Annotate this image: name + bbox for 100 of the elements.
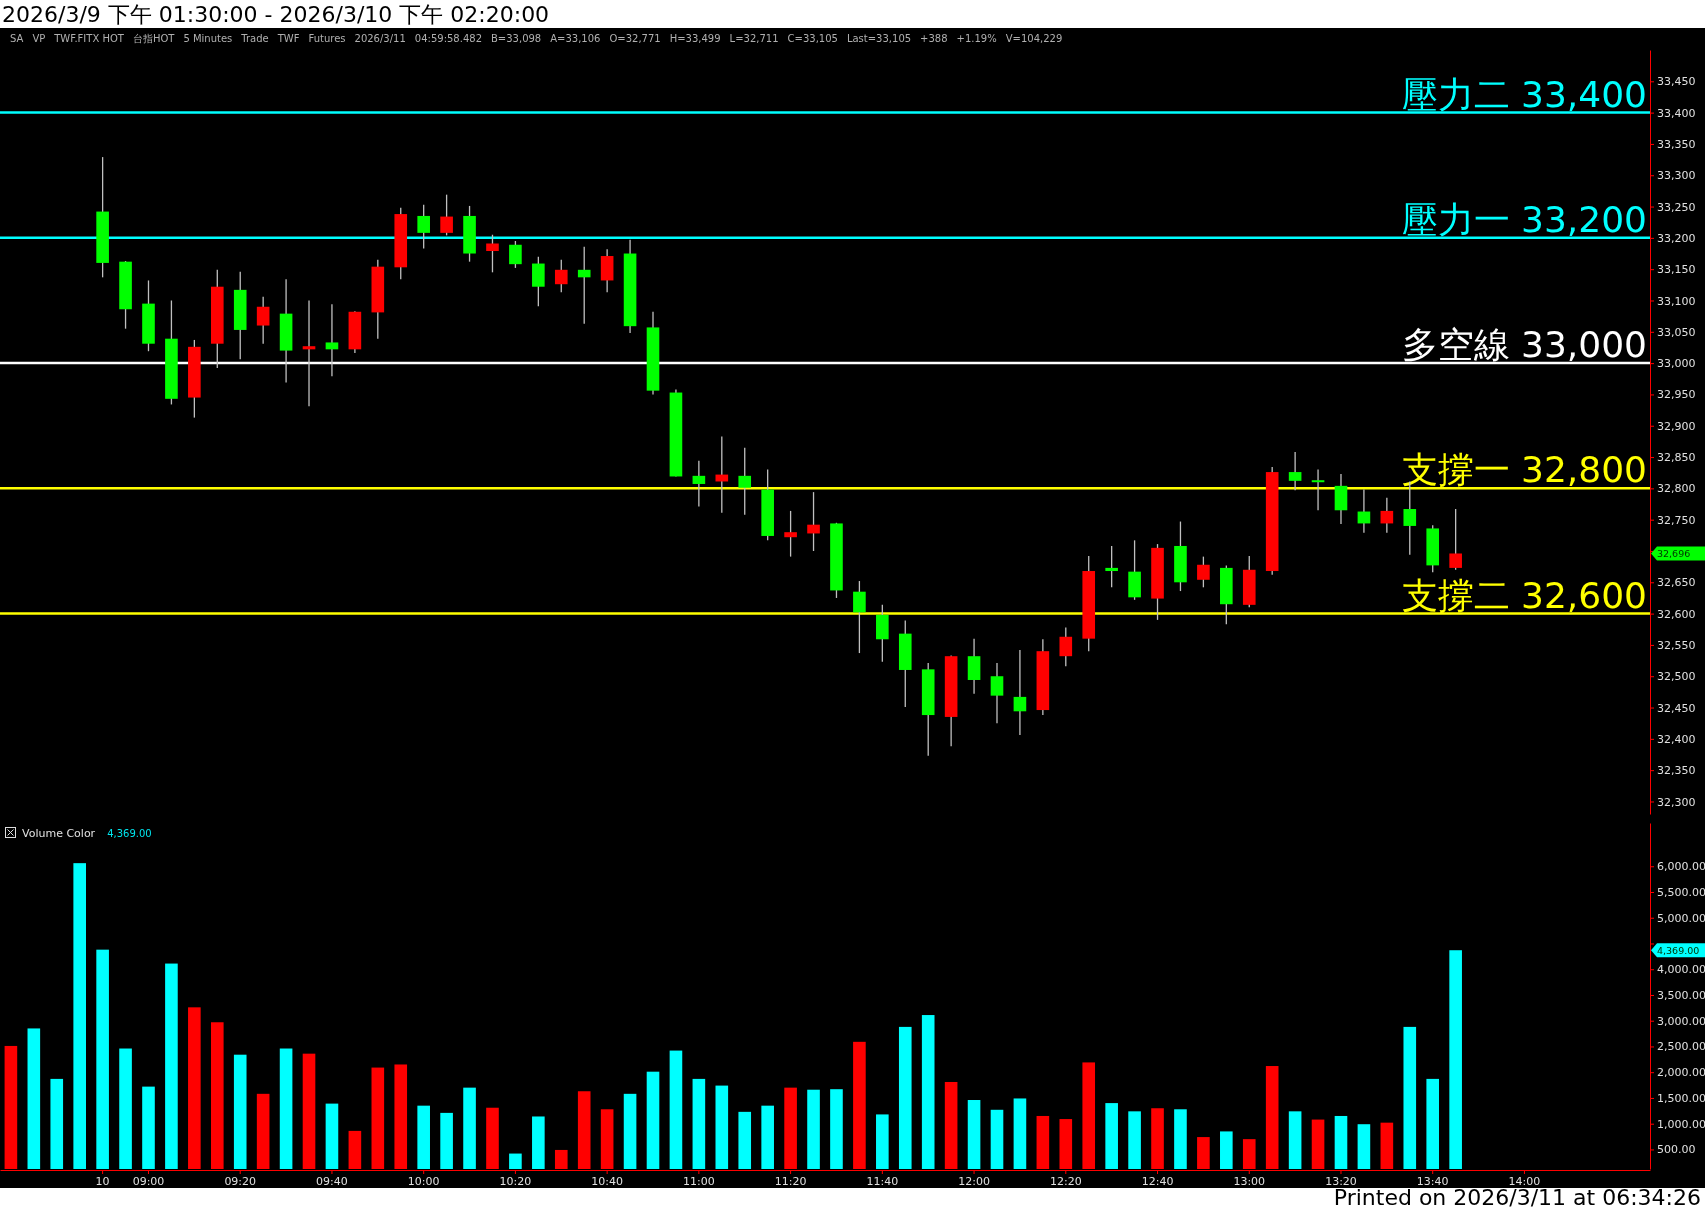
x-tick-label: 13:20 <box>1325 1174 1357 1188</box>
y-tick-label: 32,750 <box>1657 513 1696 527</box>
candlestick <box>417 204 430 250</box>
text: VP <box>32 33 46 44</box>
text: H=33,499 <box>669 33 721 44</box>
y-tick-label: 32,550 <box>1657 638 1696 652</box>
candlestick <box>807 491 820 552</box>
text: SA <box>10 33 24 44</box>
y-tick-label: 33,400 <box>1657 106 1696 120</box>
y-tick-label: 33,350 <box>1657 137 1696 151</box>
x-tick-label: 09:00 <box>132 1174 165 1188</box>
ref-line-label: 支撐一 32,800 <box>1401 449 1647 491</box>
candlestick <box>1288 451 1302 491</box>
y-tick-label: 500.00 <box>1657 1143 1696 1157</box>
x-tick-label: 09:40 <box>316 1174 348 1188</box>
candlestick <box>1380 497 1394 534</box>
y-tick-label: 32,450 <box>1657 701 1696 715</box>
x-tick-label: 14:00 <box>1508 1174 1541 1188</box>
x-tick-label: 10:20 <box>499 1174 532 1188</box>
chart-title: 2026/3/9 下午 01:30:00 - 2026/3/10 下午 02:20:00 <box>2 2 550 27</box>
y-tick-label: 33,250 <box>1657 200 1696 214</box>
y-tick-label: 2,000.00 <box>1657 1066 1705 1080</box>
text: 5 Minutes <box>183 33 233 44</box>
candlestick <box>967 638 981 695</box>
text: Futures <box>308 33 346 44</box>
y-tick-label: 3,000.00 <box>1657 1014 1705 1028</box>
text: L=32,711 <box>729 33 779 44</box>
y-tick-label: 6,000.00 <box>1657 860 1705 874</box>
y-tick-label: 33,100 <box>1657 294 1696 308</box>
text: +388 <box>920 33 948 44</box>
y-tick-label: 33,300 <box>1657 169 1696 183</box>
text: Trade <box>240 33 269 44</box>
x-tick-label: 13:00 <box>1233 1174 1266 1188</box>
ref-line-label: 壓力一 33,200 <box>1401 198 1647 240</box>
y-tick-label: 5,500.00 <box>1657 886 1705 900</box>
text: V=104,229 <box>1005 33 1063 44</box>
candlestick <box>440 194 453 237</box>
text: B=33,098 <box>491 33 542 44</box>
x-tick-label: 10:00 <box>407 1174 440 1188</box>
text: TWF.FITX HOT <box>53 33 125 44</box>
y-tick-label: 32,650 <box>1657 576 1696 590</box>
x-tick-label: 09:20 <box>224 1174 257 1188</box>
candlestick <box>738 447 752 516</box>
candlestick <box>784 510 797 558</box>
candlestick <box>1013 649 1027 736</box>
text: Printed on 2026/3/11 at 06:34:26 <box>1333 1185 1701 1210</box>
candlestick <box>554 259 568 293</box>
chart-title: Volume Color <box>22 827 96 840</box>
y-tick-label: 33,000 <box>1657 357 1696 371</box>
y-tick-label: 3,500.00 <box>1657 988 1705 1002</box>
x-tick-label: 12:00 <box>958 1174 990 1188</box>
y-tick-label: 33,200 <box>1657 231 1696 245</box>
text: +1.19% <box>956 33 997 44</box>
candlestick <box>1449 508 1462 571</box>
ref-line-label: 多空線 33,000 <box>1401 324 1647 366</box>
candlestick <box>256 296 270 345</box>
text: A=33,106 <box>550 33 601 44</box>
text: 4,369.00 <box>1657 944 1700 956</box>
text: C=33,105 <box>787 33 838 44</box>
x-tick-label: 13:40 <box>1416 1174 1449 1188</box>
x-tick-label: 11:40 <box>866 1174 899 1188</box>
text: Last=33,105 <box>846 33 912 44</box>
text: O=32,771 <box>609 33 661 44</box>
candlestick <box>1197 555 1210 588</box>
candlestick <box>532 256 545 307</box>
y-tick-label: 33,050 <box>1657 325 1696 339</box>
y-tick-label: 1,000.00 <box>1657 1117 1705 1131</box>
y-tick-label: 33,450 <box>1657 75 1696 89</box>
x-tick-label: 12:20 <box>1049 1174 1082 1188</box>
text: 台指HOT <box>132 33 176 44</box>
candlestick <box>1105 545 1118 588</box>
text: 2026/3/11 <box>354 33 406 44</box>
text: 04:59:58.482 <box>414 33 482 44</box>
y-tick-label: 1,500.00 <box>1657 1091 1705 1105</box>
x-tick-label: 10 <box>95 1174 110 1188</box>
candlestick <box>302 299 316 407</box>
y-tick-label: 32,800 <box>1657 482 1696 496</box>
candlestick <box>577 245 591 325</box>
y-tick-label: 32,500 <box>1657 670 1696 684</box>
y-tick-label: 32,950 <box>1657 388 1696 402</box>
ref-line-label: 壓力二 33,400 <box>1401 73 1647 115</box>
y-tick-label: 2,500.00 <box>1657 1040 1705 1054</box>
x-tick-label: 11:00 <box>683 1174 715 1188</box>
x-tick-label: 12:40 <box>1141 1174 1174 1188</box>
text: 32,696 <box>1657 547 1691 559</box>
y-tick-label: 33,150 <box>1657 263 1696 277</box>
ref-line-label: 支撐二 32,600 <box>1401 574 1647 616</box>
x-tick-label: 10:40 <box>591 1174 623 1188</box>
text: TWF <box>276 33 300 44</box>
candlestick <box>715 435 729 514</box>
candlestick <box>509 240 522 269</box>
y-tick-label: 32,600 <box>1657 607 1696 621</box>
y-tick-label: 5,000.00 <box>1657 911 1705 925</box>
y-tick-label: 32,900 <box>1657 419 1696 433</box>
y-tick-label: 32,850 <box>1657 451 1696 465</box>
y-tick-label: 32,350 <box>1657 764 1696 778</box>
candlestick <box>990 662 1004 724</box>
candlestick <box>1059 626 1073 667</box>
y-tick-label: 32,300 <box>1657 795 1696 809</box>
annotation: 4,369.00 <box>107 828 152 839</box>
